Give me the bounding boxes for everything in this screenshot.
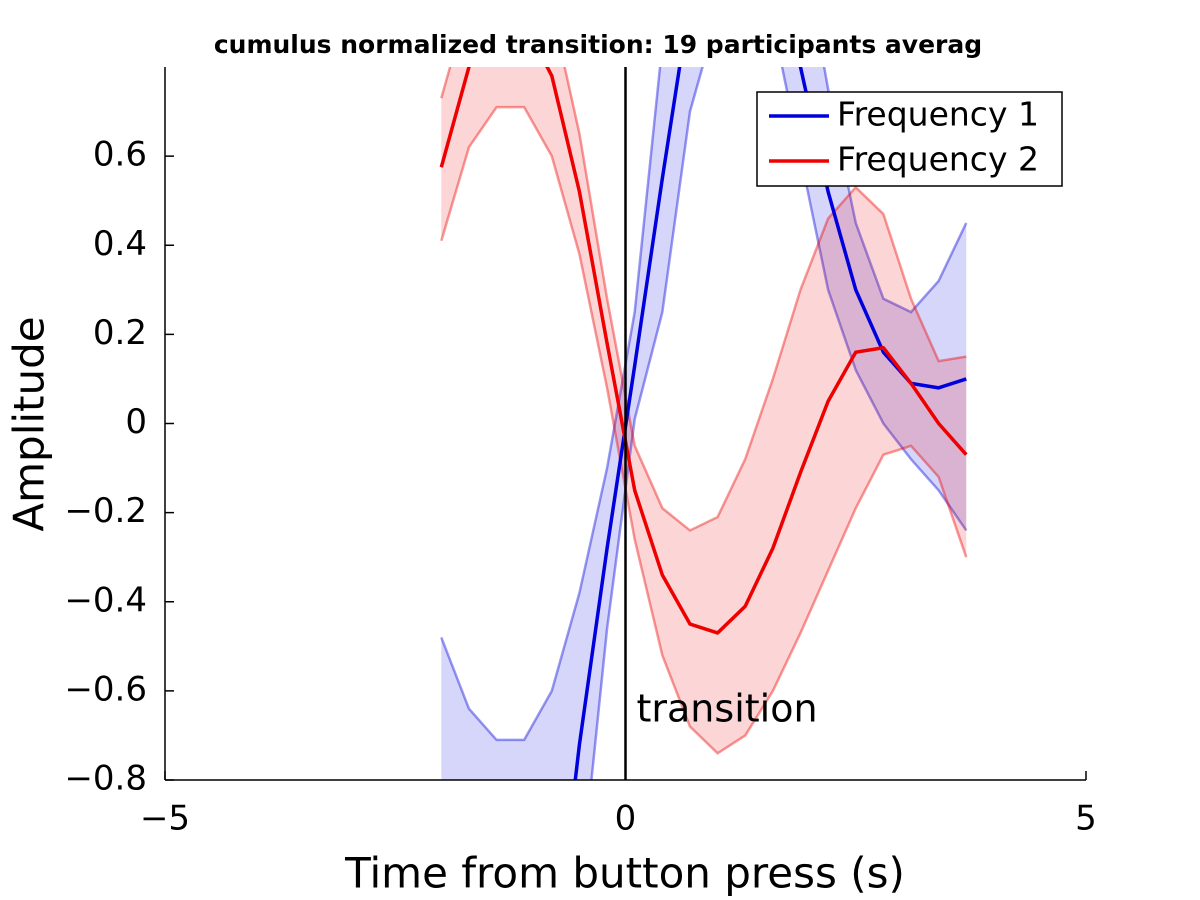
y-tick-label: −0.6 [64, 669, 147, 709]
band-edge [440, 105, 968, 755]
chart-title: cumulus normalized transition: 19 partic… [214, 30, 982, 59]
line [573, 67, 967, 780]
x-tick-label: −5 [140, 799, 190, 839]
legend-label: Frequency 2 [837, 140, 1039, 179]
confidence-band [441, 67, 967, 754]
annotation: transition [637, 687, 818, 731]
y-tick-label: 0.2 [93, 313, 147, 353]
y-axis-label: Amplitude [5, 316, 54, 531]
legend-box [756, 91, 1063, 187]
band-edge [590, 67, 968, 780]
x-axis-label: Time from button press (s) [344, 849, 905, 898]
y-tick-label: −0.2 [64, 491, 147, 531]
x-tick-label: 0 [615, 799, 637, 839]
band-edge [440, 67, 968, 742]
legend-label: Frequency 1 [837, 95, 1039, 134]
y-tick-label: −0.4 [64, 580, 147, 620]
y-tick-label: 0.6 [93, 135, 147, 175]
line [439, 67, 968, 635]
band-edge [440, 67, 967, 532]
y-tick-label: −0.8 [64, 759, 147, 799]
y-tick-label: 0 [125, 402, 147, 442]
y-tick-label: 0.4 [93, 224, 147, 264]
plot-area [439, 67, 968, 780]
x-tick-label: 5 [1075, 799, 1097, 839]
confidence-band [441, 67, 967, 780]
